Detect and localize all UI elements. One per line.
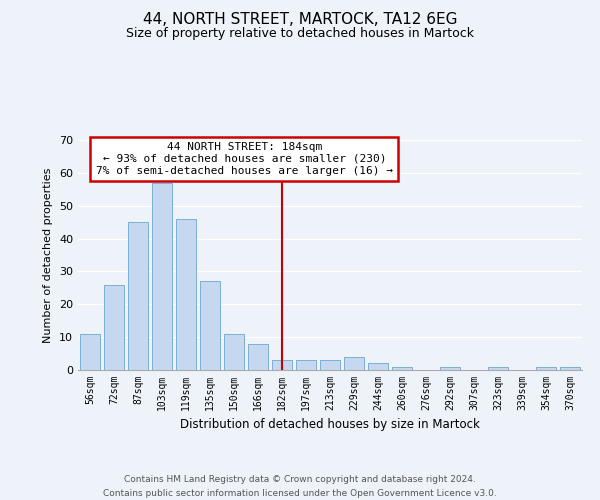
Bar <box>320 360 340 370</box>
Bar <box>368 364 388 370</box>
Bar <box>392 366 412 370</box>
Bar <box>80 334 100 370</box>
Bar <box>128 222 148 370</box>
Text: 44, NORTH STREET, MARTOCK, TA12 6EG: 44, NORTH STREET, MARTOCK, TA12 6EG <box>143 12 457 28</box>
Bar <box>152 182 172 370</box>
Text: Contains HM Land Registry data © Crown copyright and database right 2024.
Contai: Contains HM Land Registry data © Crown c… <box>103 476 497 498</box>
Bar <box>488 366 508 370</box>
Text: 44 NORTH STREET: 184sqm
← 93% of detached houses are smaller (230)
7% of semi-de: 44 NORTH STREET: 184sqm ← 93% of detache… <box>96 142 393 176</box>
Bar <box>224 334 244 370</box>
Bar <box>296 360 316 370</box>
X-axis label: Distribution of detached houses by size in Martock: Distribution of detached houses by size … <box>180 418 480 432</box>
Bar <box>560 366 580 370</box>
Bar <box>440 366 460 370</box>
Bar <box>272 360 292 370</box>
Bar <box>176 219 196 370</box>
Bar <box>104 284 124 370</box>
Text: Size of property relative to detached houses in Martock: Size of property relative to detached ho… <box>126 28 474 40</box>
Y-axis label: Number of detached properties: Number of detached properties <box>43 168 53 342</box>
Bar <box>248 344 268 370</box>
Bar <box>536 366 556 370</box>
Bar <box>344 357 364 370</box>
Bar <box>200 282 220 370</box>
